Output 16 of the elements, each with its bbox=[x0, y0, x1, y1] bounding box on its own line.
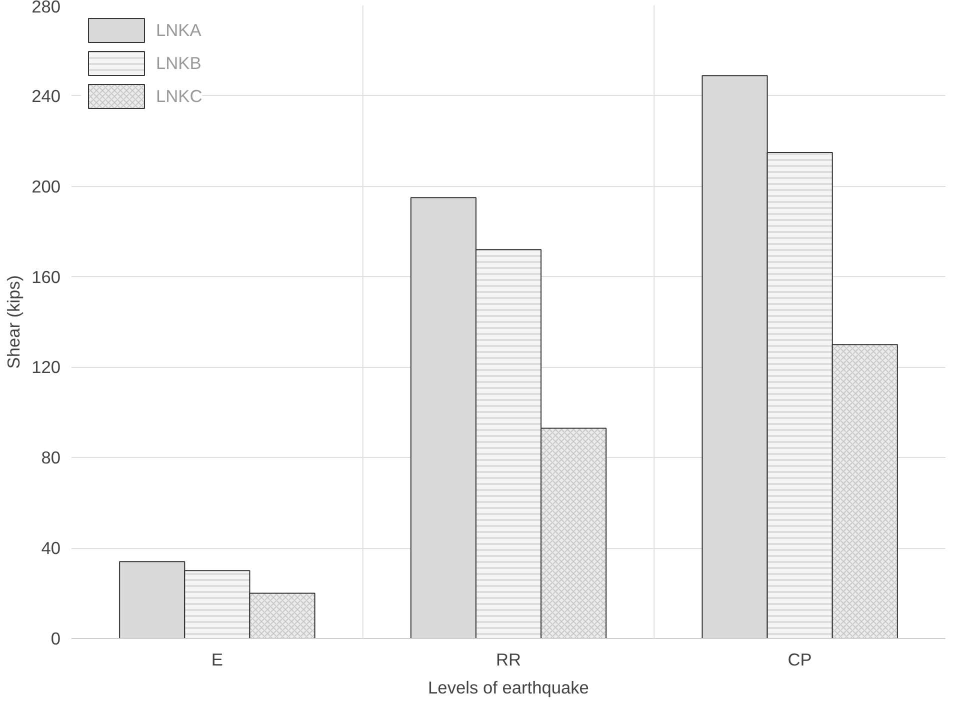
y-tick-label: 240 bbox=[32, 86, 61, 106]
y-tick-label: 120 bbox=[32, 357, 61, 378]
x-tick-label: RR bbox=[496, 650, 522, 670]
y-tick-label: 80 bbox=[41, 448, 61, 468]
y-tick-label: 40 bbox=[41, 538, 61, 558]
y-tick-label: 280 bbox=[32, 0, 61, 16]
legend-label: LNKB bbox=[156, 52, 202, 74]
y-tick-label: 200 bbox=[32, 176, 61, 196]
y-axis-title: Shear (kips) bbox=[4, 275, 24, 369]
x-tick-label: E bbox=[211, 650, 223, 670]
y-tick-label: 0 bbox=[50, 628, 61, 648]
y-tick-label: 160 bbox=[32, 266, 61, 287]
x-tick-label: CP bbox=[788, 650, 812, 670]
x-axis-title: Levels of earthquake bbox=[428, 678, 589, 698]
legend-label: LNKA bbox=[156, 20, 202, 40]
legend-label: LNKC bbox=[156, 86, 202, 106]
